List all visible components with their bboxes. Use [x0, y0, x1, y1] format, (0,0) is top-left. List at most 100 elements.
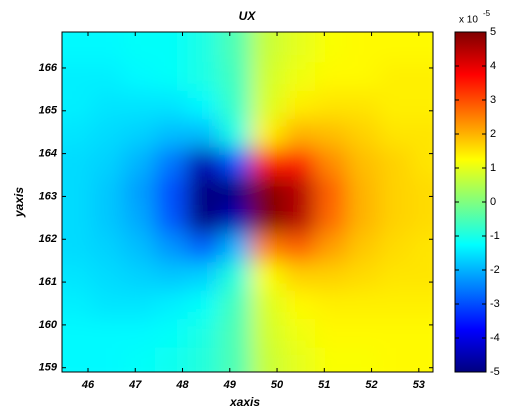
cell	[346, 62, 380, 92]
cell	[123, 32, 156, 63]
cell	[123, 62, 156, 92]
colorbar-tick-label: 5	[490, 26, 496, 38]
cell	[251, 262, 284, 292]
cell	[91, 319, 124, 349]
cell	[155, 204, 188, 234]
cell	[346, 147, 380, 178]
cell	[91, 90, 124, 120]
cell	[251, 290, 284, 320]
cell	[346, 176, 380, 206]
cell	[91, 147, 124, 178]
y-tick-label: 161	[39, 276, 57, 288]
cell	[219, 62, 252, 92]
cell	[282, 90, 316, 120]
colorbar	[454, 31, 487, 373]
colorbar-tick-label: 1	[490, 162, 496, 174]
cell	[346, 32, 380, 63]
cell	[282, 176, 316, 206]
cell	[378, 119, 412, 149]
cell	[62, 90, 93, 120]
cell	[155, 290, 188, 320]
x-tick-label: 50	[271, 379, 284, 391]
cell	[187, 90, 220, 120]
cell	[187, 32, 220, 63]
cell	[314, 176, 348, 206]
cell	[314, 290, 348, 320]
cell	[378, 90, 412, 120]
cell	[314, 147, 348, 178]
cell	[155, 90, 188, 120]
cell	[91, 290, 124, 320]
cell	[155, 319, 188, 349]
cell	[314, 204, 348, 234]
cell	[62, 176, 93, 206]
cell	[187, 119, 220, 149]
cell	[219, 147, 252, 178]
cell	[187, 319, 220, 349]
x-tick-label: 51	[318, 379, 330, 391]
cell	[123, 262, 156, 292]
cell	[62, 62, 93, 92]
cell	[219, 119, 252, 149]
cell	[251, 347, 284, 372]
cell	[346, 233, 380, 263]
cell	[155, 233, 188, 263]
cell	[62, 233, 93, 263]
cell	[123, 90, 156, 120]
cell	[62, 319, 93, 349]
cell	[282, 204, 316, 234]
cell	[282, 119, 316, 149]
cell	[346, 319, 380, 349]
cell	[314, 90, 348, 120]
cell	[251, 204, 284, 234]
x-tick-label: 52	[365, 379, 377, 391]
cell	[346, 204, 380, 234]
cell	[314, 262, 348, 292]
cell	[410, 147, 433, 178]
cell	[282, 319, 316, 349]
cell	[187, 176, 220, 206]
cell	[346, 347, 380, 372]
cell	[187, 290, 220, 320]
x-tick-label: 48	[175, 379, 189, 391]
colorbar-exponent: -5	[483, 9, 491, 18]
cell	[219, 290, 252, 320]
x-tick-label: 47	[128, 379, 142, 391]
cell	[282, 32, 316, 63]
y-tick-label: 159	[39, 362, 58, 374]
cell	[123, 204, 156, 234]
cell	[251, 32, 284, 63]
cell	[251, 319, 284, 349]
cell	[123, 290, 156, 320]
cell	[314, 32, 348, 63]
x-tick-label: 53	[413, 379, 425, 391]
y-tick-label: 166	[39, 62, 58, 74]
cell	[123, 176, 156, 206]
cell	[251, 233, 284, 263]
cell	[282, 147, 316, 178]
colorbar-tick-label: 4	[490, 60, 496, 72]
cell	[62, 262, 93, 292]
cell	[123, 347, 156, 372]
cell	[219, 319, 252, 349]
x-axis-label: xaxis	[229, 395, 260, 409]
cell	[410, 262, 433, 292]
cell	[187, 233, 220, 263]
colorbar-tick-label: -2	[490, 264, 500, 276]
cell	[314, 319, 348, 349]
cell	[378, 262, 412, 292]
cell	[282, 233, 316, 263]
cell	[123, 233, 156, 263]
field	[62, 32, 433, 372]
cell	[282, 290, 316, 320]
cell	[91, 347, 124, 372]
cell	[219, 176, 252, 206]
cell	[91, 119, 124, 149]
cell	[346, 262, 380, 292]
cell	[410, 204, 433, 234]
cell	[219, 32, 252, 63]
cell	[410, 32, 433, 63]
cell	[378, 290, 412, 320]
cell	[91, 262, 124, 292]
cell	[91, 32, 124, 63]
